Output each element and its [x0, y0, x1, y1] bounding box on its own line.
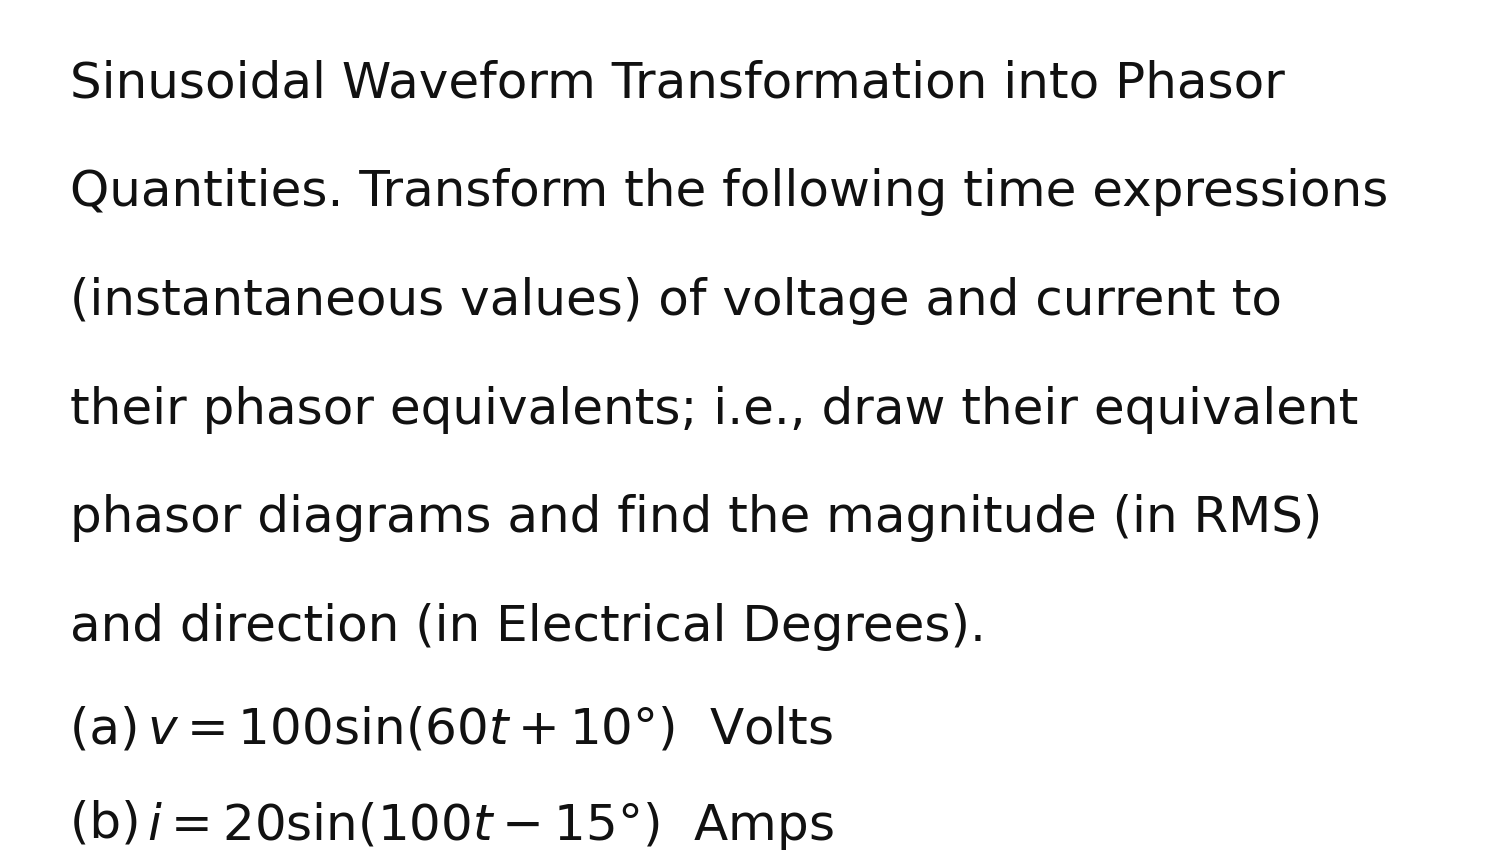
Text: (instantaneous values) of voltage and current to: (instantaneous values) of voltage and cu…: [70, 277, 1282, 325]
Text: (a): (a): [70, 706, 156, 753]
Text: phasor diagrams and find the magnitude (in RMS): phasor diagrams and find the magnitude (…: [70, 494, 1323, 543]
Text: their phasor equivalents; i.e., draw their equivalent: their phasor equivalents; i.e., draw the…: [70, 385, 1359, 434]
Text: (b): (b): [70, 800, 158, 848]
Text: and direction (in Electrical Degrees).: and direction (in Electrical Degrees).: [70, 603, 987, 651]
Text: Sinusoidal Waveform Transformation into Phasor: Sinusoidal Waveform Transformation into …: [70, 60, 1286, 108]
Text: $v = 100\sin\!\left(60t + 10°\right)$  Volts: $v = 100\sin\!\left(60t + 10°\right)$ Vo…: [147, 706, 833, 753]
Text: Quantities. Transform the following time expressions: Quantities. Transform the following time…: [70, 168, 1389, 217]
Text: $i = 20\sin\!\left(100t - 15°\right)$  Amps: $i = 20\sin\!\left(100t - 15°\right)$ Am…: [147, 800, 834, 852]
